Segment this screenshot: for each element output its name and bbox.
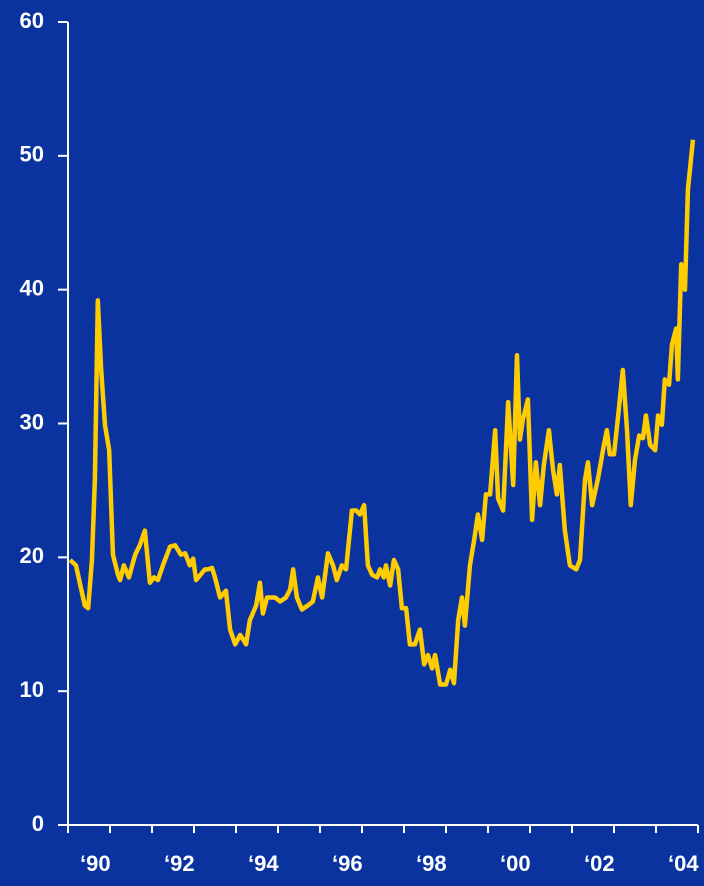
x-tick-label: ‘96 [332,851,363,876]
x-tick-label: ‘02 [584,851,615,876]
y-tick-label: 50 [20,142,44,167]
x-tick-label: ‘90 [80,851,111,876]
y-tick-label: 60 [20,8,44,33]
y-tick-label: 40 [20,275,44,300]
y-tick-label: 30 [20,409,44,434]
x-tick-label: ‘94 [248,851,279,876]
y-tick-label: 10 [20,677,44,702]
data-line [68,139,696,687]
y-tick-label: 20 [20,543,44,568]
x-tick-label: ‘04 [668,851,699,876]
x-tick-label: ‘98 [416,851,447,876]
x-tick-label: ‘00 [500,851,531,876]
y-tick-label: 0 [32,811,44,836]
x-tick-label: ‘92 [164,851,195,876]
